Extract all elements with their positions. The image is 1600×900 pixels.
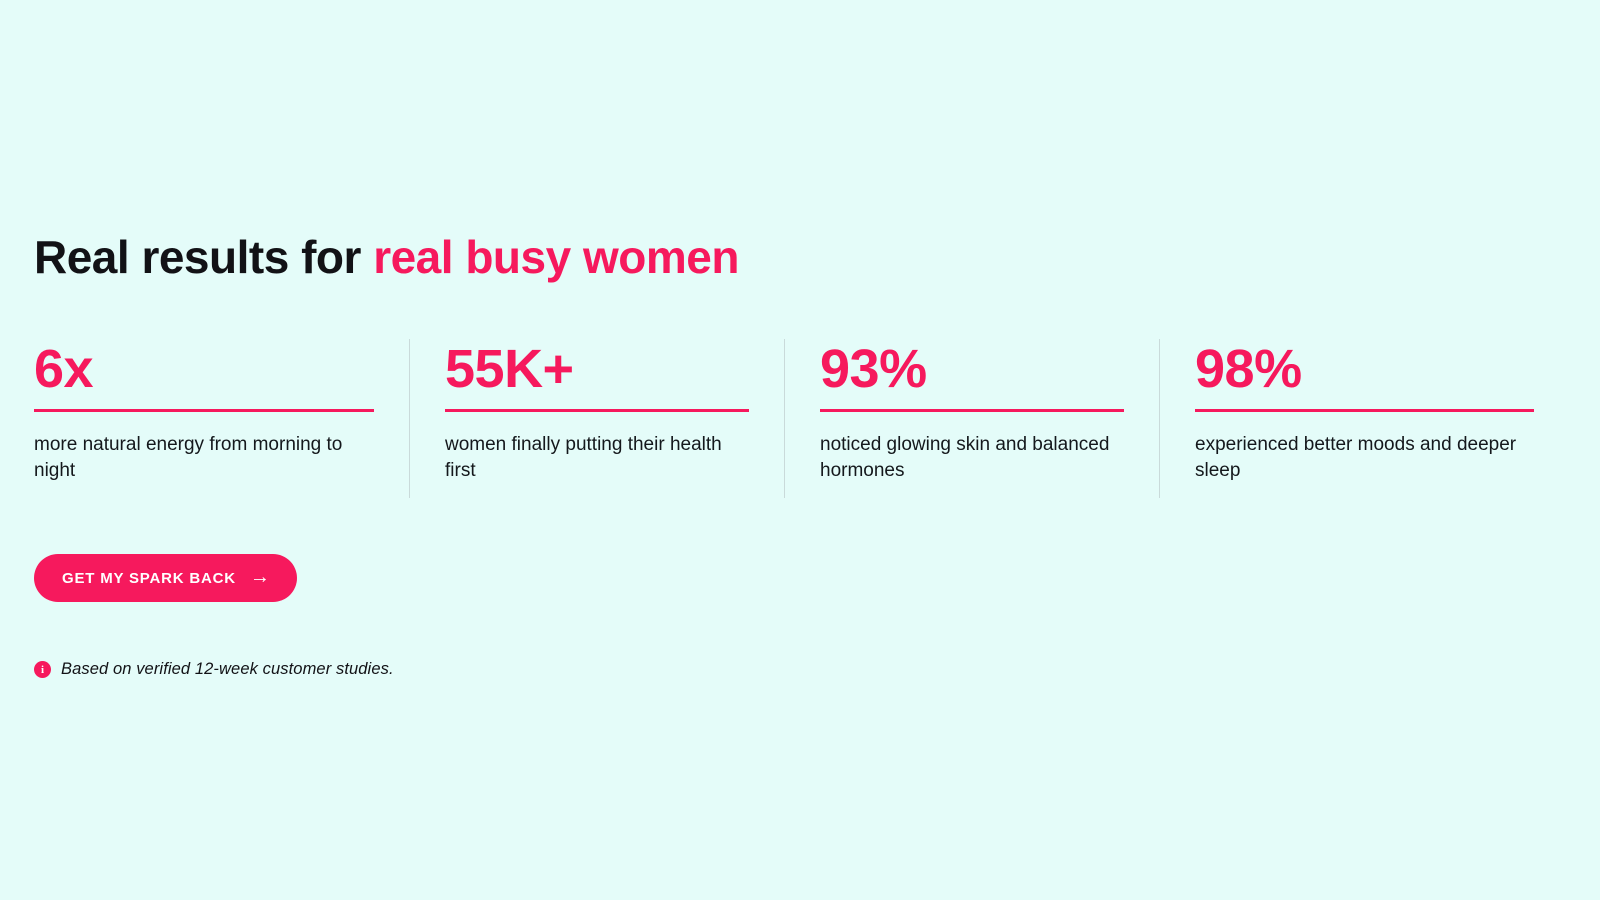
stat-card-sleep: 98% experienced better moods and deeper … [1159, 338, 1534, 499]
heading-highlight: real busy women [373, 231, 739, 283]
footnote: i Based on verified 12-week customer stu… [34, 660, 1534, 679]
stat-underline [34, 409, 374, 413]
stat-card-energy: 6x more natural energy from morning to n… [34, 339, 409, 499]
stat-value: 98% [1195, 338, 1302, 399]
stat-card-skin: 93% noticed glowing skin and balanced ho… [784, 338, 1159, 499]
stat-underline [1195, 409, 1534, 413]
stat-underline [820, 409, 1124, 413]
stat-card-customers: 55K+ women finally putting their health … [409, 338, 784, 499]
stat-description: experienced better moods and deeper slee… [1195, 434, 1517, 482]
get-my-spark-back-button[interactable]: GET MY SPARK BACK → [34, 554, 297, 603]
stat-value: 6x [34, 338, 94, 399]
stats-row: 6x more natural energy from morning to n… [34, 338, 1534, 499]
stat-value: 55K+ [445, 338, 574, 399]
stat-description: more natural energy from morning to nigh… [34, 434, 343, 482]
footnote-text: Based on verified 12-week customer studi… [61, 660, 394, 679]
stat-description: women finally putting their health first [445, 434, 722, 482]
stat-value: 93% [820, 338, 927, 399]
heading-prefix: Real results for [34, 231, 374, 283]
cta-label: GET MY SPARK BACK [62, 569, 236, 587]
cta-row: GET MY SPARK BACK → [34, 554, 1534, 603]
stat-underline [445, 409, 749, 413]
stat-description: noticed glowing skin and balanced hormon… [820, 434, 1110, 482]
section-heading: Real results for real busy women [34, 232, 1534, 283]
info-icon: i [34, 661, 51, 679]
arrow-right-icon: → [249, 566, 271, 589]
